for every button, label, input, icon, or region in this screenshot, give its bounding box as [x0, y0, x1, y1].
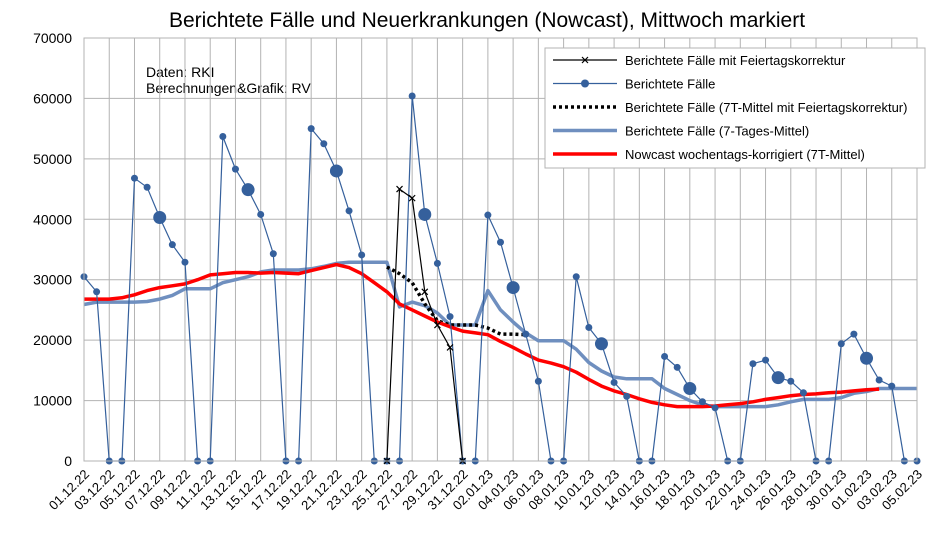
y-tick-label: 40000: [33, 211, 72, 227]
point: [610, 378, 618, 386]
point: [219, 132, 227, 140]
point: [433, 259, 441, 267]
y-tick-label: 0: [64, 453, 72, 469]
point: [231, 165, 239, 173]
point: [860, 351, 874, 365]
point: [396, 185, 403, 193]
point: [130, 174, 138, 182]
legend-label: Nowcast wochentags-korrigiert (7T-Mittel…: [625, 147, 865, 162]
point: [320, 140, 328, 148]
point: [683, 381, 697, 395]
point: [433, 321, 441, 329]
point: [698, 398, 706, 406]
point: [446, 313, 454, 321]
point: [307, 125, 315, 133]
point: [661, 352, 669, 360]
point: [762, 356, 770, 364]
point: [345, 207, 353, 215]
point: [269, 250, 277, 258]
point: [799, 389, 807, 397]
point: [875, 376, 883, 384]
point: [358, 251, 366, 259]
point: [837, 340, 845, 348]
point: [522, 330, 530, 338]
point: [168, 241, 176, 249]
point: [408, 92, 416, 100]
legend-marker: [581, 79, 589, 88]
point: [771, 371, 785, 385]
annotation: Berechnungen&Grafik: RV: [146, 80, 311, 96]
point: [506, 281, 520, 295]
y-tick-label: 70000: [33, 30, 72, 46]
annotation: Daten: RKI: [146, 64, 214, 80]
plot-frame: [83, 37, 918, 462]
point: [594, 337, 608, 351]
y-tick-label: 60000: [33, 90, 72, 106]
legend-marker: [581, 56, 589, 64]
point: [534, 377, 542, 385]
y-tick-label: 30000: [33, 272, 72, 288]
point: [572, 273, 580, 281]
y-tick-label: 50000: [33, 151, 72, 167]
point: [623, 392, 631, 400]
point: [329, 164, 343, 178]
legend-label: Berichtete Fälle mit Feiertagskorrektur: [625, 53, 846, 68]
point: [143, 183, 151, 191]
legend-label: Berichtete Fälle: [625, 77, 715, 92]
y-tick-label: 10000: [33, 393, 72, 409]
point: [585, 323, 593, 331]
point: [497, 238, 504, 246]
series-line: [83, 260, 917, 409]
point: [421, 288, 429, 296]
point: [93, 288, 101, 296]
point: [257, 210, 265, 218]
point: [673, 363, 681, 371]
point: [711, 404, 719, 412]
point: [408, 194, 416, 202]
chart-title: Berichtete Fälle und Neuerkrankungen (No…: [169, 9, 805, 32]
point: [484, 211, 492, 219]
point: [749, 360, 757, 368]
y-tick-label: 20000: [33, 332, 72, 348]
point: [153, 210, 167, 224]
point: [418, 207, 432, 221]
point: [241, 183, 255, 197]
point: [888, 382, 896, 390]
point: [850, 330, 858, 338]
point: [181, 258, 189, 266]
point: [787, 377, 795, 385]
legend-label: Berichtete Fälle (7T-Mittel mit Feiertag…: [625, 100, 907, 115]
point: [446, 343, 454, 351]
legend-label: Berichtete Fälle (7-Tages-Mittel): [625, 124, 809, 139]
